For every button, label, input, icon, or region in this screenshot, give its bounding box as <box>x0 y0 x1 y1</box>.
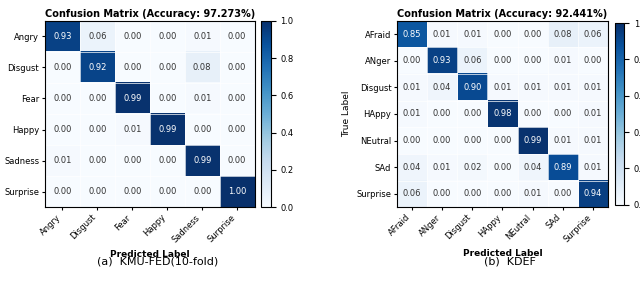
Text: 0.00: 0.00 <box>53 63 72 72</box>
Text: 0.93: 0.93 <box>433 56 451 65</box>
Text: 0.01: 0.01 <box>554 136 572 145</box>
Text: 0.01: 0.01 <box>584 136 602 145</box>
Text: 0.00: 0.00 <box>158 156 177 165</box>
Text: 0.01: 0.01 <box>584 110 602 118</box>
Text: 0.01: 0.01 <box>554 56 572 65</box>
Text: 0.00: 0.00 <box>403 136 421 145</box>
Text: 0.01: 0.01 <box>53 156 72 165</box>
Text: 0.00: 0.00 <box>554 189 572 198</box>
Text: 0.00: 0.00 <box>403 56 421 65</box>
Text: 0.00: 0.00 <box>123 63 141 72</box>
Text: 0.00: 0.00 <box>584 56 602 65</box>
Text: 0.01: 0.01 <box>584 163 602 172</box>
Text: 0.00: 0.00 <box>158 63 177 72</box>
Text: 0.00: 0.00 <box>524 30 542 38</box>
Text: 0.00: 0.00 <box>524 110 542 118</box>
Text: 0.01: 0.01 <box>524 83 542 92</box>
Text: (a)  KMU-FED(10-fold): (a) KMU-FED(10-fold) <box>97 257 218 267</box>
Text: 0.01: 0.01 <box>584 83 602 92</box>
Text: 0.00: 0.00 <box>433 136 451 145</box>
Text: 0.00: 0.00 <box>228 63 246 72</box>
Text: 0.90: 0.90 <box>463 83 481 92</box>
Text: 0.00: 0.00 <box>158 94 177 103</box>
Text: 0.98: 0.98 <box>493 110 512 118</box>
Text: 0.01: 0.01 <box>433 30 451 38</box>
Text: 1.00: 1.00 <box>228 187 246 196</box>
Text: 0.00: 0.00 <box>228 156 246 165</box>
Text: 0.01: 0.01 <box>123 125 141 134</box>
Text: 0.92: 0.92 <box>88 63 106 72</box>
X-axis label: Predicted Label: Predicted Label <box>110 250 189 258</box>
Text: 0.00: 0.00 <box>123 187 141 196</box>
Text: 0.06: 0.06 <box>584 30 602 38</box>
Text: 0.00: 0.00 <box>88 94 106 103</box>
X-axis label: Predicted Label: Predicted Label <box>463 250 542 258</box>
Text: 0.00: 0.00 <box>158 187 177 196</box>
Text: 0.04: 0.04 <box>433 83 451 92</box>
Text: 0.00: 0.00 <box>193 125 211 134</box>
Text: 0.00: 0.00 <box>228 32 246 41</box>
Text: 0.01: 0.01 <box>463 30 481 38</box>
Text: 0.00: 0.00 <box>53 94 72 103</box>
Text: 0.06: 0.06 <box>403 189 421 198</box>
Text: 0.00: 0.00 <box>158 32 177 41</box>
Text: 0.01: 0.01 <box>433 163 451 172</box>
Text: 0.01: 0.01 <box>554 83 572 92</box>
Text: 0.01: 0.01 <box>193 32 211 41</box>
Text: 0.00: 0.00 <box>123 156 141 165</box>
Text: 0.93: 0.93 <box>53 32 72 41</box>
Text: 0.99: 0.99 <box>123 94 141 103</box>
Text: 0.00: 0.00 <box>53 187 72 196</box>
Text: 0.00: 0.00 <box>463 189 481 198</box>
Text: 0.00: 0.00 <box>463 110 481 118</box>
Text: 0.06: 0.06 <box>463 56 481 65</box>
Text: 0.00: 0.00 <box>88 125 106 134</box>
Text: (b)  KDEF: (b) KDEF <box>484 257 536 267</box>
Text: 0.06: 0.06 <box>88 32 106 41</box>
Text: 0.01: 0.01 <box>403 110 421 118</box>
Text: 0.89: 0.89 <box>554 163 572 172</box>
Text: 0.00: 0.00 <box>433 110 451 118</box>
Text: 0.00: 0.00 <box>463 136 481 145</box>
Text: 0.00: 0.00 <box>493 189 511 198</box>
Text: 0.00: 0.00 <box>53 125 72 134</box>
Text: 0.99: 0.99 <box>193 156 211 165</box>
Text: 0.94: 0.94 <box>584 189 602 198</box>
Text: 0.08: 0.08 <box>554 30 572 38</box>
Text: 0.00: 0.00 <box>88 187 106 196</box>
Text: 0.00: 0.00 <box>123 32 141 41</box>
Y-axis label: True Label: True Label <box>342 91 351 137</box>
Title: Confusion Matrix (Accuracy: 92.441%): Confusion Matrix (Accuracy: 92.441%) <box>397 9 607 19</box>
Text: 0.85: 0.85 <box>403 30 421 38</box>
Text: 0.00: 0.00 <box>493 30 511 38</box>
Text: 0.99: 0.99 <box>158 125 177 134</box>
Text: 0.01: 0.01 <box>403 83 421 92</box>
Text: 0.99: 0.99 <box>524 136 542 145</box>
Text: 0.01: 0.01 <box>493 83 511 92</box>
Text: 0.01: 0.01 <box>193 94 211 103</box>
Text: 0.00: 0.00 <box>493 136 511 145</box>
Text: 0.00: 0.00 <box>228 94 246 103</box>
Text: 0.00: 0.00 <box>493 56 511 65</box>
Text: 0.01: 0.01 <box>524 189 542 198</box>
Text: 0.00: 0.00 <box>433 189 451 198</box>
Text: 0.00: 0.00 <box>524 56 542 65</box>
Text: 0.00: 0.00 <box>554 110 572 118</box>
Text: 0.08: 0.08 <box>193 63 211 72</box>
Text: 0.02: 0.02 <box>463 163 481 172</box>
Text: 0.00: 0.00 <box>88 156 106 165</box>
Title: Confusion Matrix (Accuracy: 97.273%): Confusion Matrix (Accuracy: 97.273%) <box>45 9 255 19</box>
Text: 0.00: 0.00 <box>493 163 511 172</box>
Text: 0.00: 0.00 <box>193 187 211 196</box>
Text: 0.04: 0.04 <box>403 163 421 172</box>
Text: 0.04: 0.04 <box>524 163 542 172</box>
Text: 0.00: 0.00 <box>228 125 246 134</box>
